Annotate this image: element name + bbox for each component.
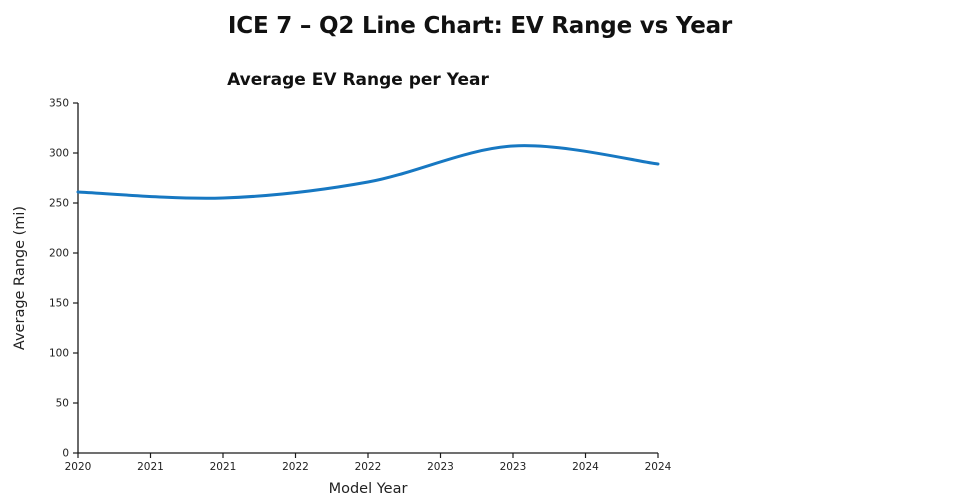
y-tick-label: 150	[49, 298, 69, 310]
x-tick-label: 2022	[282, 461, 309, 473]
y-tick-label: 0	[62, 448, 69, 460]
x-tick-label: 2021	[210, 461, 237, 473]
y-tick-label: 350	[49, 98, 69, 110]
x-tick-label: 2023	[427, 461, 454, 473]
y-tick-label: 200	[49, 248, 69, 260]
axis-ticks-layer: 0 50 100 150 200 250 300 350 2020 2021 2021 2022 202…	[49, 98, 672, 474]
ev-range-line-series	[76, 144, 660, 200]
page-title: ICE 7 – Q2 Line Chart: EV Range vs Year	[227, 13, 733, 39]
y-tick-label: 50	[56, 398, 69, 410]
y-axis-title: Average Range (mi)	[12, 206, 28, 350]
x-tick-label: 2024	[572, 461, 599, 473]
y-tick-label: 300	[49, 148, 69, 160]
x-tick-label: 2020	[65, 461, 92, 473]
x-tick-label: 2023	[500, 461, 527, 473]
axes-layer	[77, 103, 658, 454]
x-tick-label: 2022	[355, 461, 382, 473]
x-tick-label: 2024	[645, 461, 672, 473]
x-axis-title: Model Year	[329, 481, 408, 497]
y-tick-label: 250	[49, 198, 69, 210]
chart-subtitle: Average EV Range per Year	[227, 70, 489, 90]
x-tick-label: 2021	[137, 461, 164, 473]
y-tick-label: 100	[49, 348, 69, 360]
series-layer	[76, 144, 660, 200]
